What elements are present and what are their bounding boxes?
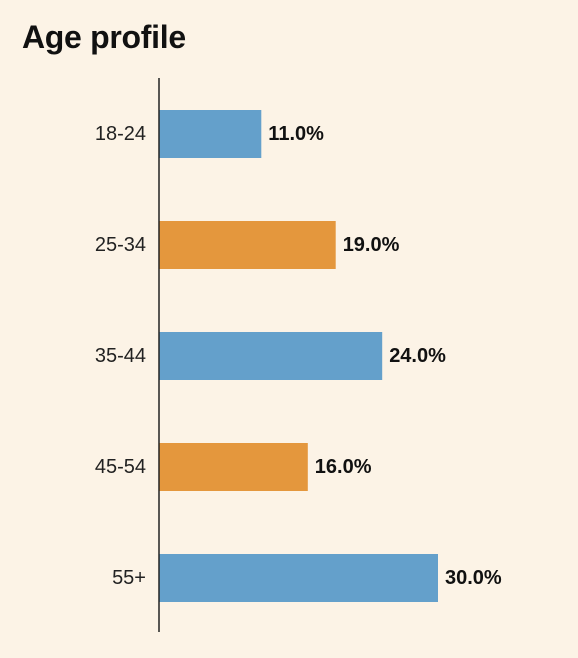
bar-45-54 — [159, 443, 308, 491]
bars-layer — [159, 110, 438, 602]
data-label-55: 30.0% — [445, 567, 502, 589]
tick-label-25-34: 25-34 — [95, 234, 146, 256]
tick-label-55: 55+ — [112, 567, 146, 589]
chart-title: Age profile — [22, 19, 186, 55]
bar-18-24 — [159, 110, 262, 158]
bar-35-44 — [159, 332, 383, 380]
tick-label-45-54: 45-54 — [95, 456, 146, 478]
tick-label-35-44: 35-44 — [95, 345, 146, 367]
data-label-18-24: 11.0% — [268, 123, 324, 145]
bar-25-34 — [159, 221, 336, 269]
data-label-25-34: 19.0% — [343, 234, 400, 256]
data-label-45-54: 16.0% — [315, 456, 372, 478]
bar-55 — [159, 554, 438, 602]
data-label-35-44: 24.0% — [389, 345, 446, 367]
labels-layer: 18-24 11.0% 25-34 19.0% 35-44 24.0% 45-54 16.0%… — [95, 123, 502, 589]
tick-label-18-24: 18-24 — [95, 123, 146, 145]
